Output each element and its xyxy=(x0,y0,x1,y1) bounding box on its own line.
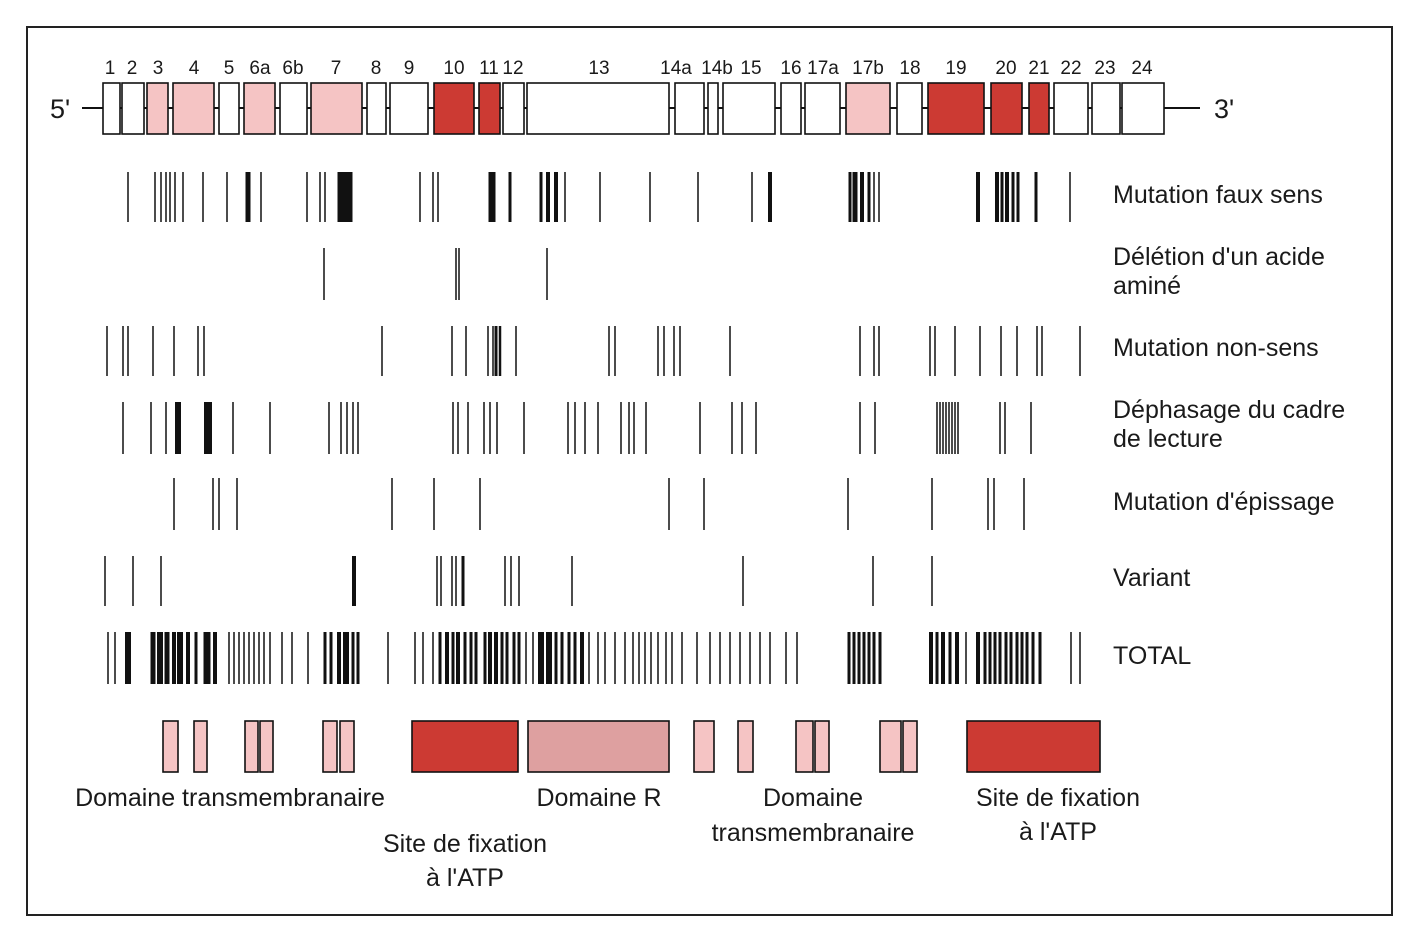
exon-box xyxy=(674,82,705,135)
exon-box xyxy=(102,82,121,135)
domain-box xyxy=(162,720,179,773)
exon-label: 11 xyxy=(479,58,499,79)
exon-label: 19 xyxy=(945,58,966,79)
exon-label: 13 xyxy=(588,58,609,79)
track-label-aa-deletion: Délétion d'un acide aminé xyxy=(1113,243,1325,300)
exon-box xyxy=(927,82,985,135)
protein-domains xyxy=(162,720,1101,773)
exon-label: 20 xyxy=(995,58,1016,79)
exon-box xyxy=(310,82,363,135)
exon-box xyxy=(1091,82,1121,135)
exon-box xyxy=(707,82,719,135)
exon-label: 23 xyxy=(1094,58,1115,79)
exon-label: 4 xyxy=(189,58,200,79)
exon-box xyxy=(172,82,215,135)
domain-box xyxy=(902,720,918,773)
exon-map: 1 2 3 4 5 6a 6b 7 8 9 10 11 12 13 14a 14b 15 16 17a 17b 18 19… xyxy=(102,58,1165,135)
domain-box xyxy=(879,720,902,773)
exon-label: 17b xyxy=(852,58,884,79)
exon-box xyxy=(243,82,276,135)
exon-label: 12 xyxy=(502,58,523,79)
exon-label: 22 xyxy=(1060,58,1081,79)
exon-box xyxy=(279,82,308,135)
exon-label: 14a xyxy=(660,58,692,79)
domain-box xyxy=(322,720,338,773)
exon-box xyxy=(502,82,525,135)
exon-box xyxy=(526,82,670,135)
exon-box xyxy=(1053,82,1089,135)
exon-label: 7 xyxy=(331,58,342,79)
track-label-frameshift: Déphasage du cadre de lecture xyxy=(1113,396,1345,453)
exon-label: 9 xyxy=(404,58,415,79)
domain-box xyxy=(259,720,274,773)
exon-label: 6a xyxy=(249,58,271,79)
exon-label: 18 xyxy=(899,58,920,79)
domain-box xyxy=(966,720,1101,773)
exon-label: 16 xyxy=(780,58,801,79)
track-label-missense: Mutation faux sens xyxy=(1113,181,1323,209)
exon-label: 10 xyxy=(443,58,464,79)
exon-label: 24 xyxy=(1131,58,1153,79)
exon-box xyxy=(1121,82,1165,135)
exon-box xyxy=(804,82,841,135)
exon-label: 1 xyxy=(105,58,116,79)
domain-box xyxy=(795,720,814,773)
track-label-splicing: Mutation d'épissage xyxy=(1113,488,1335,516)
exon-box xyxy=(366,82,387,135)
exon-label: 21 xyxy=(1028,58,1049,79)
exon-label: 8 xyxy=(371,58,382,79)
exon-box xyxy=(1028,82,1050,135)
five-prime-label: 5' xyxy=(50,94,70,124)
domain-box xyxy=(244,720,259,773)
mutation-tracks xyxy=(104,172,1081,684)
track-label-total: TOTAL xyxy=(1113,642,1191,670)
domain-box xyxy=(527,720,670,773)
exon-box xyxy=(146,82,169,135)
domain-box xyxy=(814,720,830,773)
domain-box xyxy=(693,720,715,773)
domain-label-nbd2: Site de fixation à l'ATP xyxy=(976,784,1140,846)
exon-box xyxy=(478,82,501,135)
exon-box xyxy=(990,82,1023,135)
exon-box xyxy=(845,82,891,135)
domain-label-nbd1: Site de fixation à l'ATP xyxy=(383,830,547,892)
exon-box xyxy=(722,82,776,135)
track-label-variant: Variant xyxy=(1113,564,1190,592)
domain-box xyxy=(411,720,519,773)
exon-label: 2 xyxy=(127,58,138,79)
exon-label: 3 xyxy=(153,58,164,79)
domain-box xyxy=(737,720,754,773)
track-label-nonsense: Mutation non-sens xyxy=(1113,334,1319,362)
domain-box xyxy=(339,720,355,773)
exon-box xyxy=(433,82,475,135)
exon-label: 14b xyxy=(701,58,733,79)
diagram-frame xyxy=(26,26,1393,916)
exon-label: 17a xyxy=(807,58,839,79)
exon-box xyxy=(896,82,923,135)
exon-box xyxy=(389,82,429,135)
domain-label-tm1: Domaine transmembranaire xyxy=(75,784,385,812)
domain-box xyxy=(193,720,208,773)
domain-label-tm2: Domaine transmembranaire xyxy=(712,784,915,847)
domain-label-r: Domaine R xyxy=(536,784,661,812)
exon-label: 6b xyxy=(282,58,303,79)
exon-box xyxy=(780,82,802,135)
exon-box xyxy=(218,82,240,135)
exon-label: 15 xyxy=(740,58,761,79)
three-prime-label: 3' xyxy=(1214,94,1234,124)
exon-label: 5 xyxy=(224,58,235,79)
exon-box xyxy=(121,82,145,135)
